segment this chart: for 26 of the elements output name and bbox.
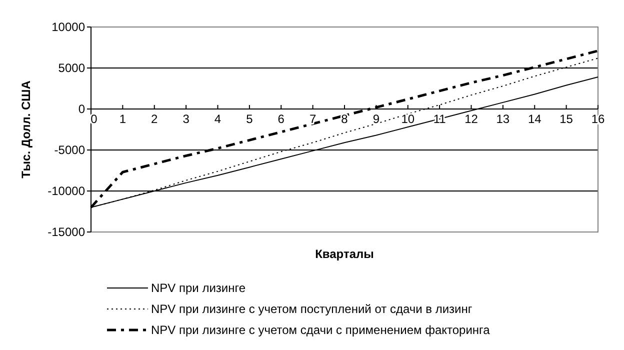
x-tick-label: 9 <box>372 112 380 126</box>
legend-label: NPV при лизинге с учетом сдачи с применением факторинга <box>151 323 490 338</box>
x-tick-label: 13 <box>496 112 510 126</box>
y-tick-label: -10000 <box>48 184 86 198</box>
y-tick-label: -15000 <box>48 225 86 240</box>
x-tick-label: 3 <box>182 112 190 126</box>
y-tick-label: 10000 <box>52 20 86 34</box>
y-tick-label: -5000 <box>54 143 86 158</box>
x-tick-label: 15 <box>560 112 574 126</box>
legend-label: NPV при лизинге <box>151 281 246 296</box>
x-tick-label: 10 <box>401 112 415 126</box>
x-axis-title: Кварталы <box>315 247 374 261</box>
x-tick-label: 7 <box>309 112 316 126</box>
y-tick-label: 0 <box>78 102 86 116</box>
x-tick-label: 16 <box>591 112 605 126</box>
x-tick-label: 6 <box>278 112 285 126</box>
x-tick-label: 1 <box>119 112 126 126</box>
x-tick-label: 14 <box>528 112 542 126</box>
x-tick-label: 8 <box>341 112 348 126</box>
x-tick-label: 5 <box>246 112 254 126</box>
y-axis-title: Тыс. Долл. США <box>19 80 33 178</box>
x-tick-label: 4 <box>214 112 222 126</box>
x-tick-label: 12 <box>464 112 478 126</box>
x-tick-label: 2 <box>151 112 158 126</box>
legend-label: NPV при лизинге с учетом поступлений от сдачи в лизинг <box>151 302 473 316</box>
y-tick-label: 5000 <box>58 61 86 76</box>
